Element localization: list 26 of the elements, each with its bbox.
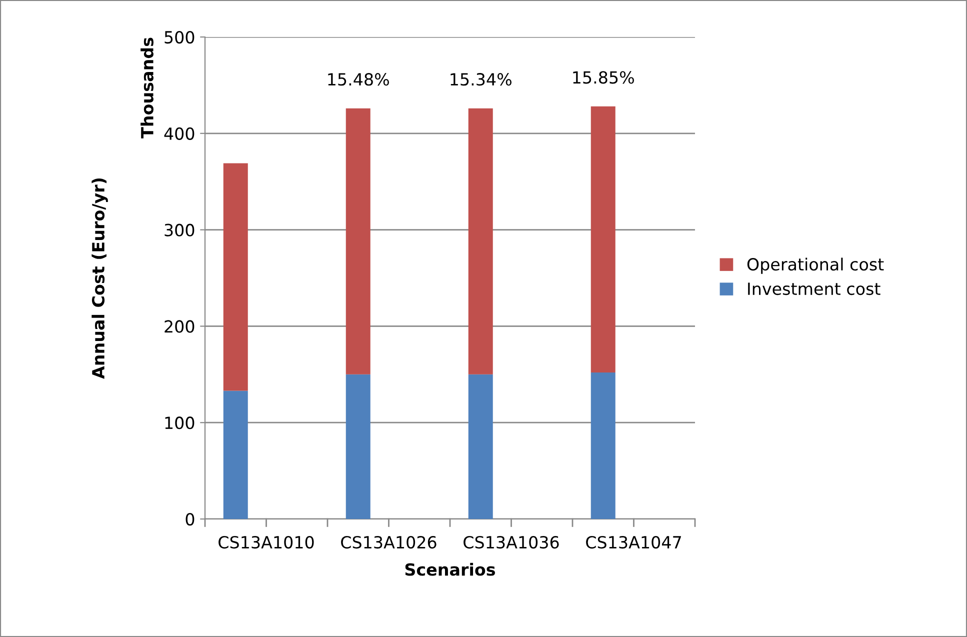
- y-tick-label: 200: [164, 320, 194, 333]
- bar: [346, 108, 370, 374]
- x-axis-title: Scenarios: [405, 562, 496, 576]
- y-axis-title: Annual Cost (Euro/yr): [92, 178, 108, 379]
- annotation: 15.85%: [573, 71, 634, 84]
- bar: [223, 390, 248, 519]
- bar: [468, 374, 493, 519]
- y-tick-label: 400: [164, 127, 194, 140]
- legend-label: Investment cost: [748, 282, 880, 296]
- annotation: 15.48%: [328, 73, 389, 86]
- text: Thousands: [140, 38, 154, 138]
- x-tick-label: CS13A1010: [218, 536, 314, 549]
- legend-label: Operational cost: [747, 258, 884, 274]
- bar: [468, 108, 493, 374]
- bar: [590, 372, 616, 519]
- bar: [590, 106, 616, 372]
- y-tick-label: 300: [164, 224, 194, 236]
- bar: [346, 374, 370, 519]
- y-tick-label: 100: [165, 416, 194, 430]
- bar: [223, 163, 248, 391]
- x-tick-label: CS13A1047: [586, 536, 681, 549]
- y-tick-label: 500: [164, 30, 194, 44]
- x-tick-label: CS13A1036: [464, 536, 559, 549]
- x-tick-label: CS13A1026: [341, 536, 436, 549]
- y-tick-label: 0: [186, 512, 194, 526]
- annotation: 15.34%: [450, 73, 512, 86]
